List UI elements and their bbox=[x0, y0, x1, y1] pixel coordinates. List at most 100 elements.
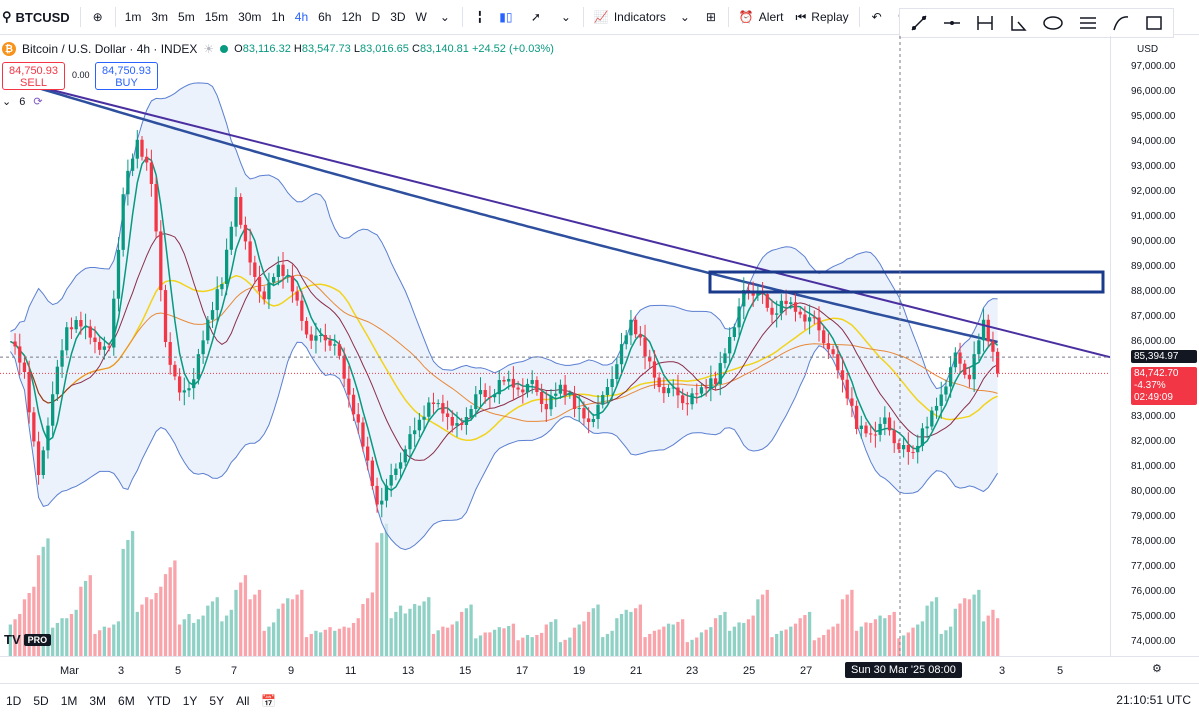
range-ytd[interactable]: YTD bbox=[146, 693, 171, 708]
candles-icon[interactable]: ▮▯ bbox=[499, 10, 513, 24]
candle-body bbox=[568, 394, 572, 396]
symbol-search[interactable]: ⚲ BTCUSD bbox=[0, 0, 76, 35]
candle-body bbox=[22, 362, 27, 372]
candle-body bbox=[713, 378, 718, 384]
volume-bar bbox=[79, 586, 83, 656]
candle-body bbox=[370, 460, 375, 486]
market-status-icon bbox=[220, 45, 229, 53]
timeframe-5m[interactable]: 5m bbox=[178, 10, 195, 24]
visibility-icon[interactable]: ☀ bbox=[203, 42, 215, 56]
range-3m[interactable]: 3M bbox=[89, 693, 107, 708]
volume-bar bbox=[83, 580, 88, 656]
text-lines-icon[interactable] bbox=[1079, 14, 1097, 32]
volume-bar bbox=[563, 639, 567, 656]
candle-body bbox=[154, 184, 158, 232]
spread-value: 0.00 bbox=[72, 70, 90, 80]
resistance-box[interactable] bbox=[708, 270, 1105, 294]
settings-gear-icon[interactable]: ⚙ bbox=[1152, 663, 1162, 675]
candle-body bbox=[366, 446, 370, 461]
volume-bar bbox=[196, 619, 201, 656]
volume-bar bbox=[648, 633, 652, 656]
price-tick: 97,000.00 bbox=[1131, 61, 1176, 72]
timeframe-D[interactable]: D bbox=[371, 10, 381, 24]
volume-bar bbox=[873, 619, 878, 656]
timeframe-3D[interactable]: 3D bbox=[390, 10, 406, 24]
volume-bar bbox=[624, 609, 628, 656]
timeframe-1h[interactable]: 1h bbox=[271, 10, 285, 24]
chart-type-dropdown-icon[interactable]: ⌄ bbox=[560, 10, 571, 24]
candle-body bbox=[474, 394, 478, 409]
volume-bar bbox=[243, 575, 248, 656]
time-axis[interactable]: Sun 30 Mar '25 08:00 ⚙ Mar 3 5 7 9 11 13 15 17 19… bbox=[0, 656, 1199, 682]
price-tick: 93,000.00 bbox=[1131, 161, 1176, 172]
replay-button[interactable]: ⏮ Replay bbox=[789, 0, 854, 35]
range-icon[interactable] bbox=[976, 14, 994, 32]
indicators-dropdown-icon[interactable]: ⌄ bbox=[679, 10, 690, 24]
trendline[interactable] bbox=[49, 88, 1110, 359]
alert-label: Alert bbox=[758, 10, 784, 24]
timeframe-15m[interactable]: 15m bbox=[204, 10, 229, 24]
sell-button[interactable]: 84,750.93 SELL bbox=[2, 62, 65, 90]
buy-button[interactable]: 84,750.93 BUY bbox=[95, 62, 158, 90]
price-axis[interactable]: USD 97,000.00 96,000.00 95,000.00 94,000.00… bbox=[1110, 36, 1199, 656]
open-key: O bbox=[234, 43, 243, 55]
range-5d[interactable]: 5D bbox=[33, 693, 49, 708]
timeframe-3m[interactable]: 3m bbox=[151, 10, 169, 24]
range-1m[interactable]: 1M bbox=[60, 693, 78, 708]
volume-bar bbox=[610, 630, 614, 656]
trend-line-icon[interactable] bbox=[910, 14, 928, 32]
add-symbol-icon[interactable]: ⊕ bbox=[92, 10, 103, 24]
line-icon[interactable]: ➚ bbox=[530, 10, 541, 24]
volume-bar bbox=[845, 594, 849, 656]
timeframe-12h[interactable]: 12h bbox=[341, 10, 362, 24]
range-1y[interactable]: 1Y bbox=[182, 693, 198, 708]
ellipse-icon[interactable] bbox=[1042, 14, 1064, 32]
top-toolbar: ⚲ BTCUSD ⊕ 1m 3m 5m 15m 30m 1h 4h 6h 12h… bbox=[0, 0, 1199, 35]
last-price-countdown: 02:49:09 bbox=[1134, 392, 1173, 404]
candle-body bbox=[728, 337, 732, 354]
timeframe-30m[interactable]: 30m bbox=[238, 10, 262, 24]
timeframe-1m[interactable]: 1m bbox=[124, 10, 142, 24]
range-5y[interactable]: 5Y bbox=[209, 693, 225, 708]
volume-bar bbox=[361, 604, 365, 656]
price-tick: 95,000.00 bbox=[1131, 111, 1176, 122]
range-1d[interactable]: 1D bbox=[6, 693, 22, 708]
candle-body bbox=[633, 319, 638, 335]
volume-bar bbox=[201, 615, 205, 656]
volume-bar bbox=[403, 613, 407, 656]
volume-bar bbox=[737, 622, 741, 656]
alert-button[interactable]: ⏰ Alert bbox=[733, 0, 790, 35]
candle-body bbox=[460, 423, 464, 425]
fib-icon[interactable] bbox=[1009, 14, 1027, 32]
range-all[interactable]: All bbox=[236, 693, 250, 708]
layout-icon[interactable]: ⊞ bbox=[705, 10, 716, 24]
timeframe-4h[interactable]: 4h bbox=[294, 10, 309, 24]
utc-clock[interactable]: 21:10:51 UTC bbox=[1116, 693, 1191, 707]
dropdown-icon[interactable]: ⌄ bbox=[439, 10, 450, 24]
timeframe-W[interactable]: W bbox=[415, 10, 427, 24]
price-chart[interactable] bbox=[0, 36, 1110, 656]
timeframe-6h[interactable]: 6h bbox=[318, 10, 332, 24]
volume-bar bbox=[633, 608, 638, 656]
volume-bar bbox=[996, 618, 1000, 656]
volume-bar bbox=[173, 560, 177, 656]
volume-bar bbox=[901, 635, 906, 656]
candle-body bbox=[681, 395, 685, 404]
candle-body bbox=[224, 249, 229, 284]
volume-bar bbox=[488, 632, 492, 656]
volume-bar bbox=[911, 627, 915, 656]
candle-body bbox=[102, 346, 107, 350]
collapse-chevron-icon[interactable]: ⌄ bbox=[2, 96, 12, 108]
calendar-icon[interactable]: 📅 bbox=[261, 693, 277, 708]
sync-icon[interactable]: ⟳ bbox=[33, 96, 43, 108]
horizontal-line-icon[interactable] bbox=[943, 14, 961, 32]
indicators-button[interactable]: 📈 Indicators bbox=[588, 0, 672, 35]
rectangle-icon[interactable] bbox=[1145, 14, 1163, 32]
volume-bar bbox=[51, 627, 55, 656]
undo-icon[interactable]: ↶ bbox=[871, 10, 882, 24]
bar-style-icon[interactable]: ╏ bbox=[476, 10, 484, 24]
volume-bar bbox=[328, 627, 332, 656]
range-6m[interactable]: 6M bbox=[118, 693, 135, 708]
volume-bar bbox=[460, 611, 464, 656]
curve-icon[interactable] bbox=[1112, 14, 1130, 32]
